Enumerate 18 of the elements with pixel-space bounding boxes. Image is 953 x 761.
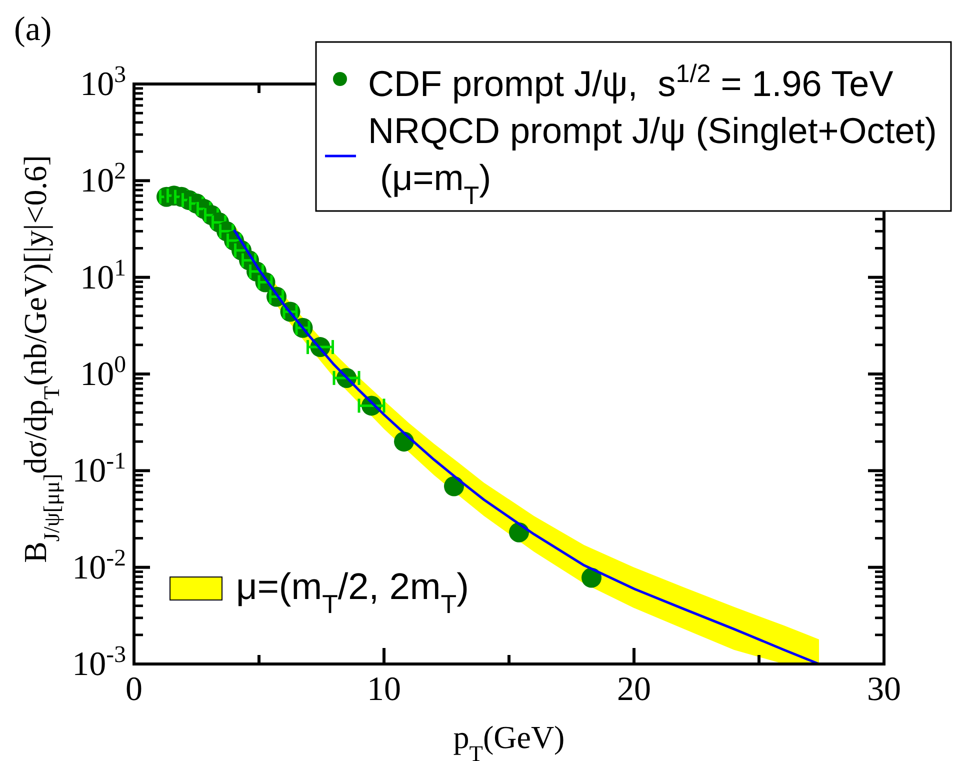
y-tick-label: 10$^{0}$: [80, 352, 126, 393]
x-tick-label: 10: [367, 671, 401, 708]
x-tick-label: 30: [867, 671, 901, 708]
x-axis-title: p$_{T}$(GeV): [453, 719, 565, 761]
text: (a): [14, 11, 52, 48]
y-tick-label: 10$^{1}$: [80, 255, 126, 296]
x-tick-label: 0: [126, 671, 142, 708]
y-tick-label: 10$^{2}$: [80, 158, 126, 200]
y-tick-label: 10$^{-3}$: [72, 642, 126, 683]
annotation: μ=(m$_{T}$/2, 2m$_{T}$): [236, 566, 469, 619]
y-tick-label: 10$^{-1}$: [72, 448, 126, 490]
legend-label: NRQCD prompt J/ψ (Singlet+Octet) (μ=m$_{T}$): [368, 110, 937, 210]
legend-label: CDF prompt J/ψ, s$^{1/2}$ = 1.96 TeV: [368, 60, 894, 104]
y-tick-label: 10$^{3}$: [80, 62, 126, 103]
point: [582, 568, 602, 588]
y-tick-label: 10$^{-2}$: [72, 545, 126, 586]
x-tick-label: 20: [617, 671, 651, 708]
point: [444, 476, 464, 496]
